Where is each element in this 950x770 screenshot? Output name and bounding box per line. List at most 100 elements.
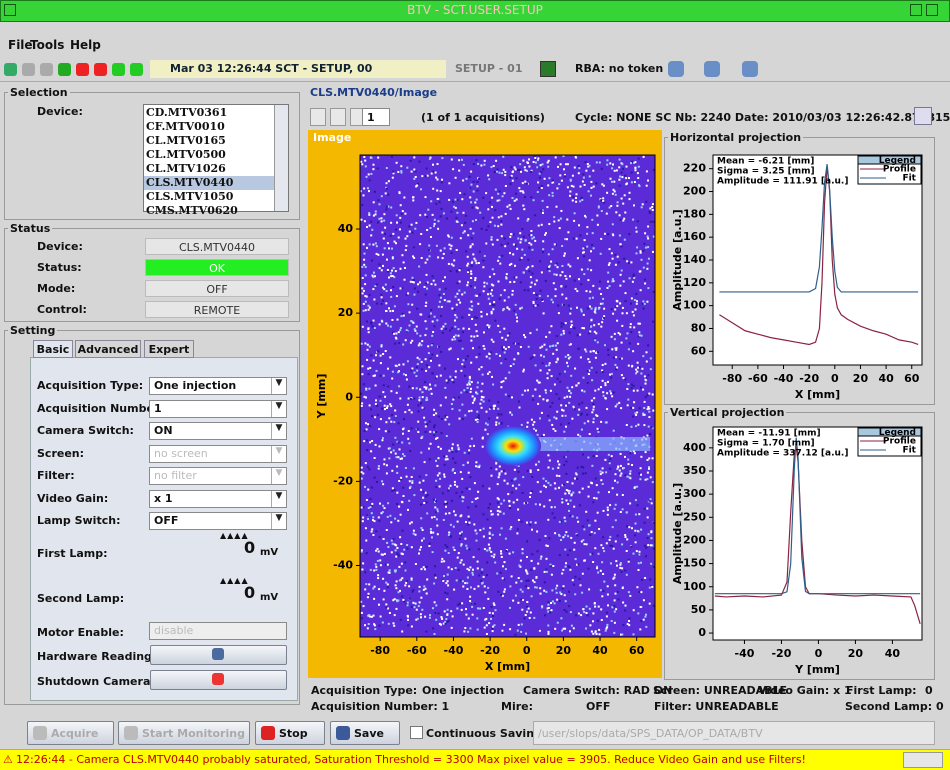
noise-pixel — [555, 156, 557, 158]
x-tick-label: 40 — [592, 644, 608, 657]
noise-pixel — [428, 245, 430, 247]
noise-pixel — [369, 441, 371, 443]
noise-pixel — [651, 206, 653, 208]
noise-pixel — [513, 363, 515, 365]
noise-pixel — [426, 423, 428, 425]
noise-pixel — [553, 216, 555, 218]
noise-pixel — [388, 180, 390, 182]
noise-pixel — [566, 499, 568, 501]
noise-pixel — [448, 182, 450, 184]
noise-pixel — [638, 158, 640, 160]
noise-pixel — [510, 365, 512, 367]
noise-pixel — [645, 614, 647, 616]
noise-pixel — [598, 606, 600, 608]
noise-pixel — [387, 242, 389, 244]
noise-pixel — [372, 534, 374, 536]
noise-pixel — [608, 491, 610, 493]
noise-pixel — [560, 423, 562, 425]
noise-pixel — [638, 513, 640, 515]
noise-pixel — [486, 411, 488, 413]
noise-pixel — [473, 163, 475, 165]
noise-pixel — [375, 444, 377, 446]
noise-pixel — [555, 288, 557, 290]
noise-pixel — [600, 293, 602, 295]
noise-pixel — [442, 332, 444, 334]
noise-pixel — [510, 263, 512, 265]
noise-pixel — [522, 182, 524, 184]
noise-pixel — [364, 624, 366, 626]
noise-pixel — [578, 167, 580, 169]
noise-pixel — [504, 480, 506, 482]
noise-pixel — [567, 354, 569, 356]
noise-pixel — [433, 431, 435, 433]
noise-pixel — [583, 560, 585, 562]
noise-pixel — [491, 311, 493, 313]
noise-pixel — [561, 501, 563, 503]
noise-pixel — [410, 160, 412, 162]
noise-pixel — [629, 452, 631, 454]
noise-pixel — [639, 551, 641, 553]
noise-pixel — [538, 225, 540, 227]
noise-pixel — [620, 562, 622, 564]
noise-pixel — [411, 368, 413, 370]
noise-pixel — [454, 484, 456, 486]
noise-pixel — [426, 512, 428, 514]
noise-pixel — [402, 599, 404, 601]
noise-pixel — [493, 554, 495, 556]
noise-pixel — [458, 328, 460, 330]
noise-pixel — [634, 452, 636, 454]
noise-pixel — [394, 343, 396, 345]
noise-pixel — [444, 387, 446, 389]
noise-pixel — [416, 609, 418, 611]
noise-pixel — [426, 593, 428, 595]
noise-pixel — [616, 320, 618, 322]
noise-pixel — [373, 360, 375, 362]
noise-pixel — [645, 626, 647, 628]
noise-pixel — [641, 579, 643, 581]
noise-pixel — [528, 247, 530, 249]
noise-pixel — [361, 467, 363, 469]
noise-pixel — [398, 422, 400, 424]
noise-pixel — [559, 381, 561, 383]
noise-pixel — [374, 586, 376, 588]
noise-pixel — [537, 469, 539, 471]
noise-pixel — [553, 416, 555, 418]
noise-pixel — [448, 379, 450, 381]
noise-pixel — [403, 495, 405, 497]
noise-pixel — [597, 572, 599, 574]
noise-pixel — [401, 254, 403, 256]
noise-pixel — [551, 424, 553, 426]
noise-pixel — [459, 192, 461, 194]
noise-pixel — [435, 177, 437, 179]
noise-pixel — [601, 168, 603, 170]
noise-pixel — [620, 219, 622, 221]
noise-pixel — [457, 199, 459, 201]
noise-pixel — [611, 252, 613, 254]
noise-pixel — [586, 290, 588, 292]
noise-pixel — [412, 232, 414, 234]
noise-pixel — [398, 555, 400, 557]
noise-pixel — [545, 392, 547, 394]
noise-pixel — [383, 384, 385, 386]
noise-pixel — [619, 470, 621, 472]
noise-pixel — [400, 543, 402, 545]
noise-pixel — [486, 550, 488, 552]
noise-pixel — [460, 370, 462, 372]
noise-pixel — [620, 475, 622, 477]
noise-pixel — [375, 399, 377, 401]
noise-pixel — [651, 502, 653, 504]
noise-pixel — [624, 239, 626, 241]
noise-pixel — [470, 273, 472, 275]
noise-pixel — [478, 368, 480, 370]
noise-pixel — [488, 400, 490, 402]
noise-pixel — [616, 367, 618, 369]
noise-pixel — [586, 543, 588, 545]
noise-pixel — [383, 590, 385, 592]
noise-pixel — [399, 228, 401, 230]
noise-pixel — [551, 375, 553, 377]
noise-pixel — [482, 374, 484, 376]
noise-pixel — [381, 296, 383, 298]
noise-pixel — [515, 276, 517, 278]
noise-pixel — [450, 485, 452, 487]
noise-pixel — [536, 294, 538, 296]
